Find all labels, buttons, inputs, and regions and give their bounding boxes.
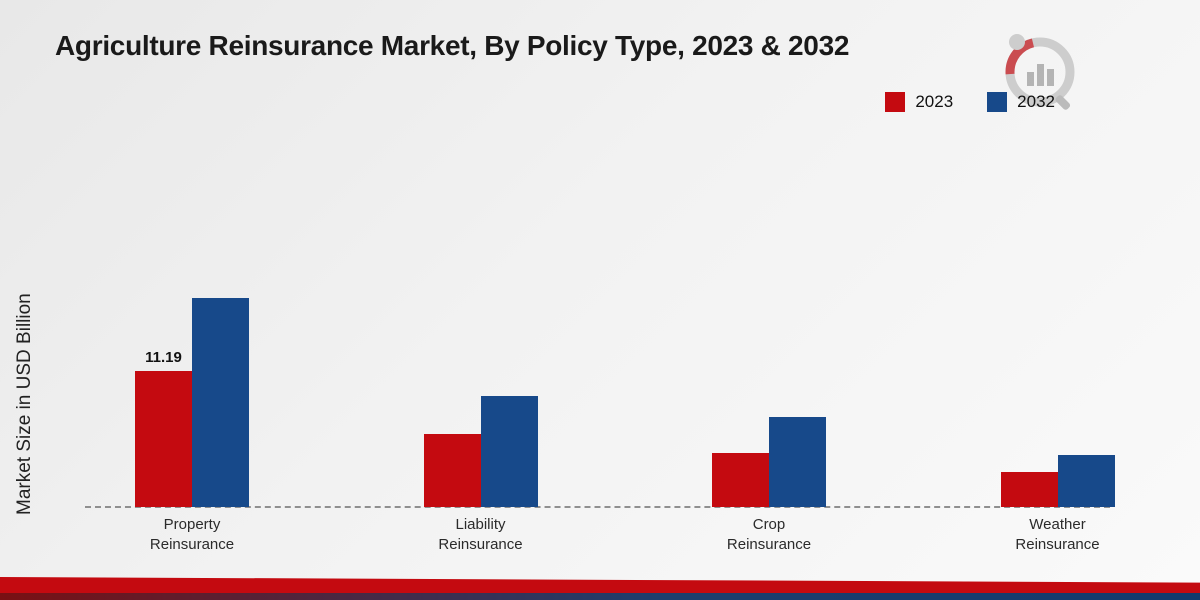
category-label-property-reinsurance: Property Reinsurance [149,516,235,554]
bar-2032-property-reinsurance [192,298,249,507]
y-axis-label: Market Size in USD Billion [14,293,35,515]
category-label-liability-reinsurance: Liability Reinsurance [438,516,523,554]
brand-logo-icon [1005,34,1075,110]
legend-swatch-icon [987,92,1008,112]
legend-item-2032: 2032 [987,92,1055,112]
legend: 2023 2032 [885,92,1055,112]
x-axis-baseline [85,506,1110,508]
footer-navy-stripe [0,593,1200,600]
bar-2032-crop-reinsurance [769,417,826,507]
plot-area: 11.19 Property Reinsurance Liability Reins… [85,187,1115,553]
bar-2023-crop-reinsurance [712,453,769,507]
bar-2032-weather-reinsurance [1057,455,1115,507]
category-label-weather-reinsurance: Weather Reinsurance [1015,516,1100,554]
legend-item-2023: 2023 [885,92,953,112]
legend-label: 2023 [915,92,954,111]
category-label-crop-reinsurance: Crop Reinsurance [726,516,812,554]
bar-2023-property-reinsurance [135,371,192,507]
bar-2023-liability-reinsurance [423,434,481,507]
bar-group-liability-reinsurance [423,396,538,507]
legend-label: 2032 [1017,92,1055,111]
chart-title: Agriculture Reinsurance Market, By Polic… [55,30,850,61]
bar-group-crop-reinsurance [712,417,826,507]
footer-red-stripe [0,577,1200,593]
bar-2032-liability-reinsurance [480,396,538,507]
legend-swatch-icon [885,92,906,112]
bar-group-property-reinsurance: 11.19 [135,298,249,507]
bar-group-weather-reinsurance [1000,455,1115,507]
bar-2023-weather-reinsurance [1000,472,1058,507]
bar-value-label: 11.19 [145,349,182,367]
